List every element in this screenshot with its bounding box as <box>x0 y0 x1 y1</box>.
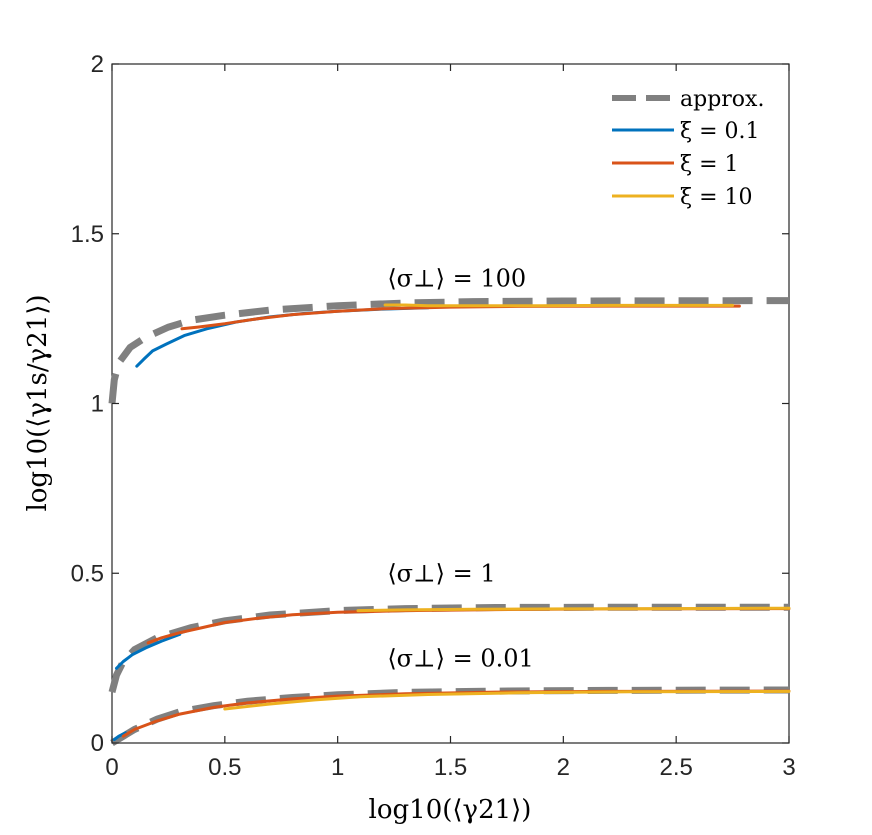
x-tick-label: 2.5 <box>659 754 692 781</box>
x-tick-label: 3 <box>782 754 795 781</box>
legend-item-xi-1: ξ = 1 <box>612 152 739 177</box>
y-tick-label: 1.5 <box>71 221 104 248</box>
legend-label-approx: approx. <box>680 87 764 112</box>
x-tick-label: 1 <box>331 754 344 781</box>
legend-item-approx: approx. <box>612 87 764 112</box>
axis-labels: log10(⟨γ21⟩) log10(⟨γ1s/γ21⟩) <box>23 294 531 825</box>
annotation-label: ⟨σ⊥⟩ = 0.01 <box>387 645 533 673</box>
x-axis-label: log10(⟨γ21⟩) <box>369 795 532 825</box>
x-tick-label: 2 <box>557 754 570 781</box>
x-tick-label: 0.5 <box>208 754 241 781</box>
series-line-xi-10-sigma-1 <box>356 606 791 613</box>
data-series <box>112 303 791 742</box>
annotation-label: ⟨σ⊥⟩ = 1 <box>387 560 495 588</box>
legend-label-xi-10: ξ = 10 <box>680 185 753 210</box>
x-tick-label: 0 <box>105 754 118 781</box>
series-line-xi-10-sigma-0-01 <box>223 689 791 711</box>
annotation-label: ⟨σ⊥⟩ = 100 <box>387 264 526 292</box>
y-tick-label: 2 <box>91 51 104 78</box>
approx-curve-sigma-1 <box>108 603 789 693</box>
y-tick-label: 0 <box>91 730 104 757</box>
x-tick-label: 1.5 <box>434 754 467 781</box>
y-tick-label: 1 <box>91 391 104 418</box>
series-line-xi-0-1-sigma-0-01 <box>112 731 127 742</box>
y-axis-label: log10(⟨γ1s/γ21⟩) <box>23 294 53 511</box>
approx-curve-sigma-100 <box>108 297 790 404</box>
legend-label-xi-0-1: ξ = 0.1 <box>680 119 760 144</box>
annotations: ⟨σ⊥⟩ = 100 ⟨σ⊥⟩ = 1 ⟨σ⊥⟩ = 0.01 <box>387 264 533 672</box>
y-tick-label: 0.5 <box>71 560 104 587</box>
legend-label-xi-1: ξ = 1 <box>680 152 739 177</box>
legend: approx. ξ = 0.1 ξ = 1 ξ = 10 <box>612 87 764 210</box>
legend-item-xi-10: ξ = 10 <box>612 185 753 210</box>
series-line-xi-10-sigma-100 <box>383 303 735 308</box>
legend-item-xi-0-1: ξ = 0.1 <box>612 119 760 144</box>
axis-ticks: 0 0.5 1 1.5 2 2.5 3 0 0.5 1 1.5 2 <box>71 51 796 781</box>
series-line-xi-0-1-sigma-1 <box>115 632 182 670</box>
plot-area <box>111 63 790 744</box>
